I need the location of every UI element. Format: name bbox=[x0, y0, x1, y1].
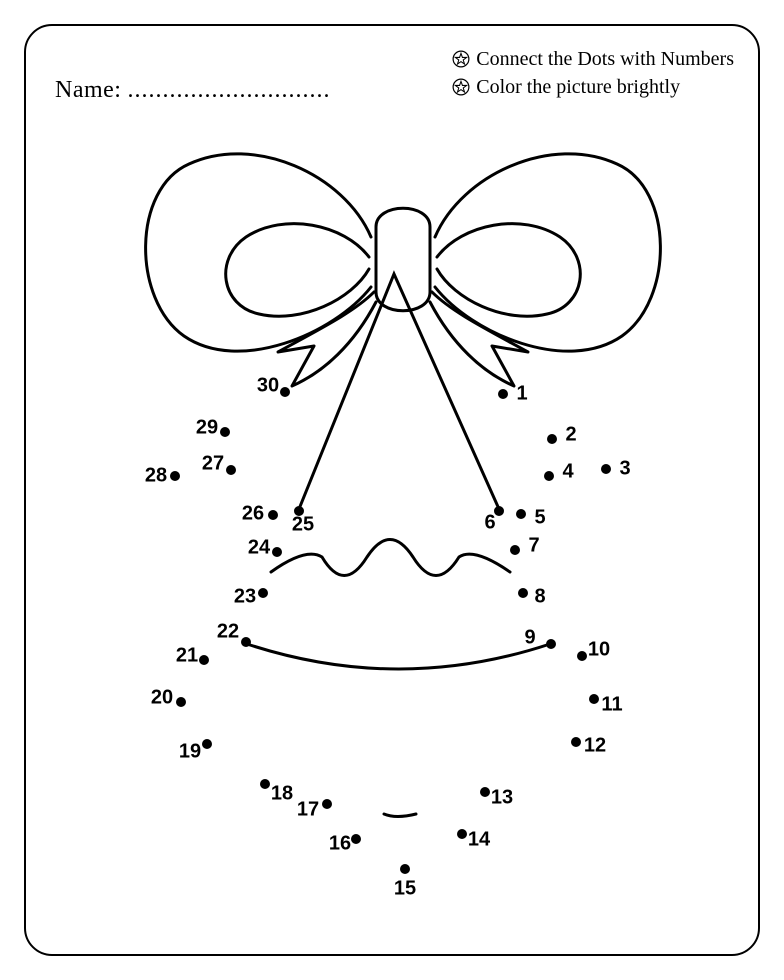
instructions: Connect the Dots with Numbers Color the … bbox=[452, 45, 734, 101]
name-field: Name: ............................. bbox=[55, 77, 330, 104]
worksheet-page: Name: ............................. Conn… bbox=[0, 0, 784, 980]
instruction-line: Color the picture brightly bbox=[452, 73, 734, 101]
instruction-text: Connect the Dots with Numbers bbox=[476, 45, 734, 73]
instruction-line: Connect the Dots with Numbers bbox=[452, 45, 734, 73]
name-label: Name: bbox=[55, 77, 121, 103]
star-icon bbox=[452, 78, 470, 96]
name-dotted-line: ............................. bbox=[127, 77, 330, 103]
instruction-text: Color the picture brightly bbox=[476, 73, 680, 101]
star-icon bbox=[452, 50, 470, 68]
page-border bbox=[24, 24, 760, 956]
